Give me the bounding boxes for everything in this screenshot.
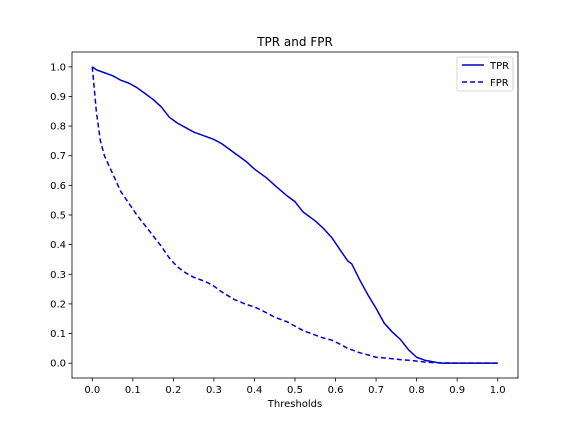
x-tick-label: 0.9	[449, 385, 465, 396]
y-tick-label: 0.4	[50, 240, 66, 251]
y-tick-label: 0.8	[50, 122, 66, 133]
legend: TPR FPR	[457, 57, 513, 91]
y-tick-label: 0.9	[50, 92, 66, 103]
x-axis: 0.0 0.1 0.2 0.3 0.4 0.5 0.6 0.7 0.8 0.9 1.0	[84, 378, 505, 396]
x-tick-label: 1.0	[490, 385, 506, 396]
chart-title: TPR and FPR	[256, 35, 333, 49]
x-tick-label: 0.6	[328, 385, 344, 396]
x-tick-label: 0.4	[247, 385, 263, 396]
y-tick-label: 0.6	[50, 181, 66, 192]
x-axis-label: Thresholds	[267, 399, 323, 410]
y-axis: 0.0 0.1 0.2 0.3 0.4 0.5 0.6 0.7 0.8 0.9 1.0	[50, 62, 72, 369]
x-tick-label: 0.2	[165, 385, 181, 396]
y-tick-label: 0.1	[50, 329, 66, 340]
x-tick-label: 0.0	[84, 385, 100, 396]
x-tick-label: 0.1	[125, 385, 141, 396]
y-tick-label: 0.2	[50, 299, 66, 310]
legend-label-tpr: TPR	[489, 61, 509, 72]
x-tick-label: 0.3	[206, 385, 222, 396]
y-tick-label: 0.7	[50, 151, 66, 162]
x-tick-label: 0.5	[287, 385, 303, 396]
y-tick-label: 0.0	[50, 359, 66, 370]
y-tick-label: 1.0	[50, 62, 66, 73]
legend-label-fpr: FPR	[490, 78, 509, 89]
plot-area-frame	[72, 52, 518, 378]
y-tick-label: 0.3	[50, 270, 66, 281]
y-tick-label: 0.5	[50, 211, 66, 222]
x-tick-label: 0.8	[409, 385, 425, 396]
x-tick-label: 0.7	[368, 385, 384, 396]
series-layer	[92, 67, 497, 363]
series-line-fpr	[92, 67, 497, 363]
series-line-tpr	[92, 67, 497, 363]
